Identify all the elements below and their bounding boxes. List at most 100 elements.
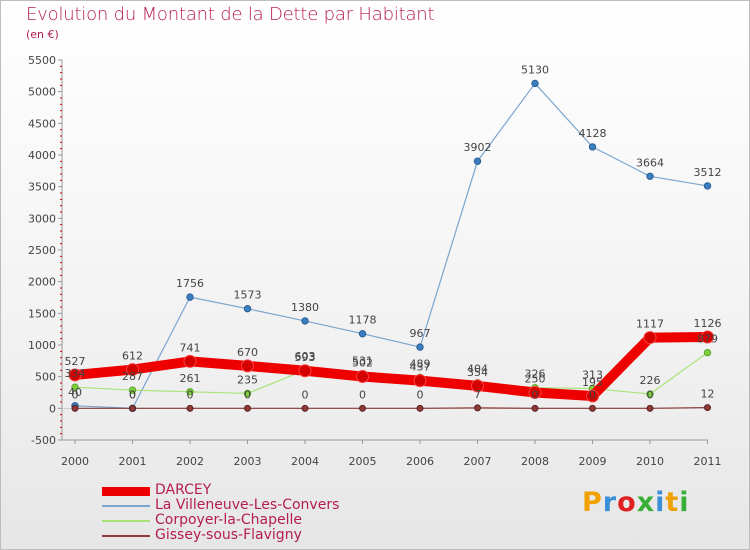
data-point — [71, 404, 79, 412]
data-point — [298, 364, 312, 378]
data-label: 502 — [352, 357, 373, 370]
logo-letter: i — [679, 487, 690, 518]
data-label: 4128 — [579, 127, 607, 140]
data-label: 313 — [582, 369, 603, 382]
data-label: 0 — [129, 388, 136, 401]
data-label: 527 — [65, 355, 86, 368]
logo-letter: P — [582, 487, 603, 518]
data-label: 261 — [180, 372, 201, 385]
proxiti-logo: Proxiti — [582, 487, 690, 518]
data-point — [643, 331, 657, 345]
data-label: 235 — [237, 373, 258, 386]
legend-swatch — [102, 505, 150, 507]
axes: -500050010001500200025003000350040004500… — [28, 54, 722, 468]
logo-letter: r — [602, 487, 618, 518]
y-tick-label: -500 — [31, 434, 56, 447]
x-tick-label: 2005 — [349, 455, 377, 468]
data-label: 489 — [410, 357, 431, 370]
data-point — [646, 172, 654, 180]
data-label: 326 — [525, 368, 546, 381]
data-point — [586, 389, 599, 403]
data-label: 0 — [359, 388, 366, 401]
data-label: 1380 — [291, 301, 319, 314]
chart-unit: (en €) — [26, 28, 59, 41]
data-label: 7 — [474, 388, 481, 401]
x-tick-label: 2001 — [119, 455, 147, 468]
data-point — [588, 143, 597, 151]
data-label: 0 — [589, 388, 596, 401]
data-point — [186, 293, 194, 301]
legend-label: Corpoyer-la-Chapelle — [155, 512, 302, 528]
y-tick-label: 4500 — [28, 117, 56, 130]
data-point — [646, 390, 654, 398]
data-point — [701, 330, 714, 344]
data-label: 531 — [352, 355, 373, 368]
data-point — [531, 404, 539, 412]
x-tick-label: 2000 — [61, 455, 89, 468]
data-label: 0 — [417, 388, 424, 401]
data-labels-layer: 527 612 741 670 593 502 437 354 250 195 1117 1126 40… — [65, 63, 722, 401]
data-label: 3902 — [464, 141, 492, 154]
data-point — [129, 404, 136, 412]
y-tick-label: 2500 — [28, 244, 56, 257]
x-tick-label: 2003 — [234, 455, 262, 468]
data-point — [703, 348, 712, 357]
data-label: 741 — [180, 341, 201, 354]
data-point — [186, 404, 194, 412]
legend-item: Gissey-sous-Flavigny — [102, 527, 432, 544]
data-point — [301, 404, 309, 412]
x-tick-label: 2010 — [636, 455, 664, 468]
legend-swatch — [102, 486, 150, 496]
legend-item: La Villeneuve-Les-Convers — [102, 497, 432, 514]
data-label: 1117 — [636, 318, 664, 331]
x-tick-label: 2007 — [464, 455, 492, 468]
x-tick-label: 2002 — [176, 455, 204, 468]
data-label: 0 — [72, 388, 79, 401]
legend-swatch — [102, 520, 150, 522]
data-label: 195 — [582, 376, 603, 389]
legend-label: DARCEY — [155, 482, 212, 498]
legend-swatch — [102, 535, 150, 537]
data-label: 967 — [410, 327, 431, 340]
y-tick-label: 2000 — [28, 276, 56, 289]
data-label: 437 — [410, 361, 431, 374]
data-point — [589, 404, 596, 412]
y-tick-label: 3000 — [28, 212, 56, 225]
data-point — [413, 374, 427, 388]
data-label: 1756 — [176, 277, 204, 290]
data-point — [416, 404, 424, 412]
data-label: 0 — [302, 388, 309, 401]
data-point — [416, 343, 424, 351]
data-point — [359, 404, 366, 412]
data-label: 40 — [68, 386, 82, 399]
series-line — [74, 406, 709, 409]
data-label: 612 — [122, 350, 143, 363]
x-tick-label: 2011 — [694, 455, 722, 468]
data-point — [68, 368, 82, 382]
data-label: 334 — [65, 367, 86, 380]
data-point — [473, 157, 482, 165]
data-label: 670 — [237, 346, 258, 359]
data-point — [704, 404, 711, 412]
legend-label: Gissey-sous-Flavigny — [155, 527, 302, 543]
data-point — [301, 317, 309, 325]
x-tick-label: 2009 — [579, 455, 607, 468]
y-tick-label: 0 — [49, 402, 56, 415]
data-label: 0 — [244, 388, 251, 401]
data-label: 1178 — [349, 314, 377, 327]
data-point — [71, 383, 79, 391]
data-point — [243, 305, 252, 313]
data-point — [356, 370, 369, 384]
data-point — [646, 404, 654, 412]
data-label: 0 — [532, 388, 539, 401]
logo-letter: o — [617, 487, 637, 518]
y-tick-label: 500 — [35, 371, 56, 384]
data-label: 0 — [647, 388, 654, 401]
series-line — [74, 82, 709, 409]
y-tick-label: 3500 — [28, 181, 56, 194]
x-tick-label: 2004 — [291, 455, 319, 468]
data-label: 5130 — [521, 63, 549, 76]
data-point — [474, 404, 481, 412]
data-point — [528, 386, 542, 399]
